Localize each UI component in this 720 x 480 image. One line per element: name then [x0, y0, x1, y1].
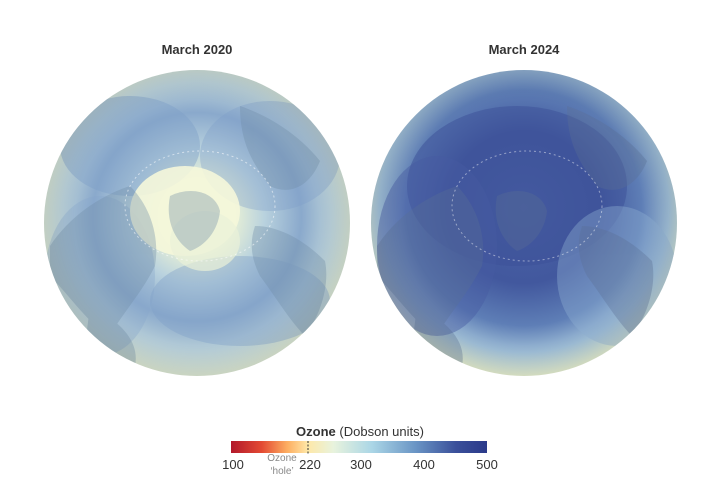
arctic-circle-line	[451, 150, 603, 262]
tick-label-100: 100	[222, 457, 244, 472]
legend-title-bold: Ozone	[296, 424, 336, 439]
tick-label-300: 300	[350, 457, 372, 472]
color-gradient	[231, 441, 487, 453]
ozone-hole-label-line2: ‘hole’	[270, 466, 294, 477]
legend-title-units: (Dobson units)	[339, 424, 424, 439]
ozone-hole-label-line1: Ozone	[267, 453, 297, 464]
legend-title: Ozone (Dobson units)	[230, 424, 490, 439]
ozone-hole-label: Ozone ‘hole’	[267, 452, 296, 478]
globe-march-2024	[371, 70, 677, 376]
globe-march-2020	[44, 70, 350, 376]
tick-label-500: 500	[476, 457, 498, 472]
panel-title-march-2024: March 2024	[488, 42, 560, 57]
tick-label-400: 400	[413, 457, 435, 472]
tick-label-220: 220	[299, 457, 321, 472]
panel-title-march-2020: March 2020	[161, 42, 233, 57]
arctic-circle-line	[124, 150, 276, 262]
color-scale-bar	[231, 441, 487, 455]
